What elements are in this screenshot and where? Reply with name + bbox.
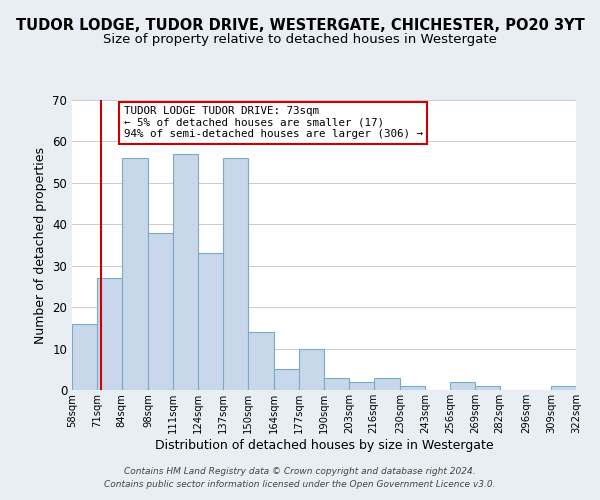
Text: Contains public sector information licensed under the Open Government Licence v3: Contains public sector information licen…: [104, 480, 496, 489]
Text: TUDOR LODGE, TUDOR DRIVE, WESTERGATE, CHICHESTER, PO20 3YT: TUDOR LODGE, TUDOR DRIVE, WESTERGATE, CH…: [16, 18, 584, 32]
Bar: [72, 324, 97, 390]
Text: Contains HM Land Registry data © Crown copyright and database right 2024.: Contains HM Land Registry data © Crown c…: [124, 467, 476, 476]
Bar: [299, 348, 324, 390]
Bar: [324, 378, 349, 390]
Bar: [148, 232, 173, 390]
X-axis label: Distribution of detached houses by size in Westergate: Distribution of detached houses by size …: [155, 438, 493, 452]
Bar: [349, 382, 374, 390]
Bar: [97, 278, 122, 390]
Text: Size of property relative to detached houses in Westergate: Size of property relative to detached ho…: [103, 32, 497, 46]
Bar: [223, 158, 248, 390]
Bar: [122, 158, 148, 390]
Bar: [551, 386, 576, 390]
Bar: [274, 370, 299, 390]
Bar: [450, 382, 475, 390]
Bar: [248, 332, 274, 390]
Y-axis label: Number of detached properties: Number of detached properties: [34, 146, 47, 344]
Text: TUDOR LODGE TUDOR DRIVE: 73sqm
← 5% of detached houses are smaller (17)
94% of s: TUDOR LODGE TUDOR DRIVE: 73sqm ← 5% of d…: [124, 106, 422, 140]
Bar: [374, 378, 400, 390]
Bar: [475, 386, 500, 390]
Bar: [198, 254, 223, 390]
Bar: [173, 154, 198, 390]
Bar: [400, 386, 425, 390]
